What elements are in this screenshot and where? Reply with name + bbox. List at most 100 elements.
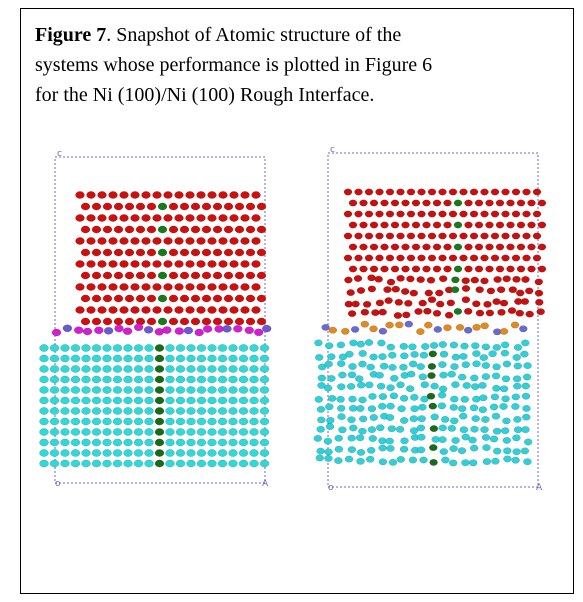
atom — [134, 418, 143, 425]
atom — [153, 283, 162, 290]
atom — [187, 365, 196, 372]
atom — [125, 295, 134, 302]
atom — [229, 397, 238, 404]
atom — [197, 397, 206, 404]
atom — [246, 295, 255, 302]
atom — [481, 189, 489, 195]
atom — [345, 351, 353, 357]
atom — [71, 355, 80, 362]
atom — [538, 200, 546, 206]
atom — [415, 308, 423, 314]
atom — [166, 386, 175, 393]
atom — [365, 255, 373, 261]
atom — [407, 255, 415, 261]
atom — [136, 203, 145, 210]
atom — [250, 460, 259, 467]
atom — [513, 376, 521, 382]
atom — [391, 222, 399, 228]
atom — [355, 233, 363, 239]
atom — [218, 376, 227, 383]
atom — [440, 448, 448, 454]
atom — [124, 449, 133, 456]
snapshots: c o A c o A — [0, 0, 583, 602]
atom — [407, 189, 415, 195]
atom — [370, 414, 378, 420]
atom — [376, 189, 384, 195]
atom — [523, 374, 531, 380]
atom — [87, 237, 96, 244]
atom — [114, 295, 123, 302]
atom — [176, 407, 185, 414]
atom — [229, 449, 238, 456]
atom — [176, 449, 185, 456]
atom — [427, 277, 435, 283]
atom — [82, 428, 91, 435]
atom — [352, 301, 360, 307]
atom — [239, 386, 248, 393]
atom — [376, 211, 384, 217]
atom — [230, 214, 239, 221]
atom — [357, 458, 365, 464]
atom — [134, 460, 143, 467]
atom — [366, 456, 374, 462]
atom — [525, 288, 533, 294]
atom — [354, 275, 362, 281]
atom — [424, 322, 432, 328]
atom — [361, 309, 369, 315]
atom — [514, 427, 522, 433]
atom — [421, 343, 429, 349]
atom — [338, 372, 346, 378]
atom — [511, 403, 519, 409]
atom — [155, 397, 164, 404]
atom — [337, 384, 345, 390]
atom — [153, 191, 162, 198]
atom — [512, 211, 520, 217]
atom — [444, 244, 452, 250]
atom — [224, 226, 233, 233]
atom — [61, 365, 70, 372]
atom — [61, 397, 70, 404]
atom — [423, 200, 431, 206]
atom — [476, 287, 484, 293]
atom — [241, 191, 250, 198]
atom — [175, 260, 184, 267]
atom — [92, 344, 101, 351]
atom — [218, 386, 227, 393]
atom — [472, 301, 480, 307]
atom — [503, 361, 511, 367]
atom — [451, 381, 459, 387]
atom — [502, 233, 510, 239]
atom — [218, 418, 227, 425]
atom — [493, 428, 501, 434]
atom — [187, 376, 196, 383]
atom — [50, 365, 59, 372]
atom — [408, 344, 416, 350]
atom — [520, 351, 528, 357]
atom — [260, 418, 269, 425]
atom — [218, 428, 227, 435]
atom — [223, 325, 232, 332]
atom — [349, 425, 357, 431]
atom — [512, 189, 520, 195]
atom — [419, 374, 427, 380]
atom — [475, 266, 483, 272]
atom — [74, 327, 83, 334]
atom — [145, 407, 154, 414]
atom — [325, 361, 333, 367]
atom — [257, 226, 266, 233]
atom — [316, 455, 324, 461]
atom — [317, 426, 325, 432]
atom — [145, 418, 154, 425]
atom — [369, 435, 377, 441]
atom — [260, 386, 269, 393]
atom — [229, 428, 238, 435]
atom — [40, 344, 49, 351]
atom — [325, 343, 333, 349]
atom — [103, 355, 112, 362]
atom — [235, 203, 244, 210]
atom — [197, 306, 206, 313]
atom — [410, 416, 418, 422]
atom — [197, 460, 206, 467]
atom — [317, 406, 325, 412]
atom — [535, 290, 543, 296]
